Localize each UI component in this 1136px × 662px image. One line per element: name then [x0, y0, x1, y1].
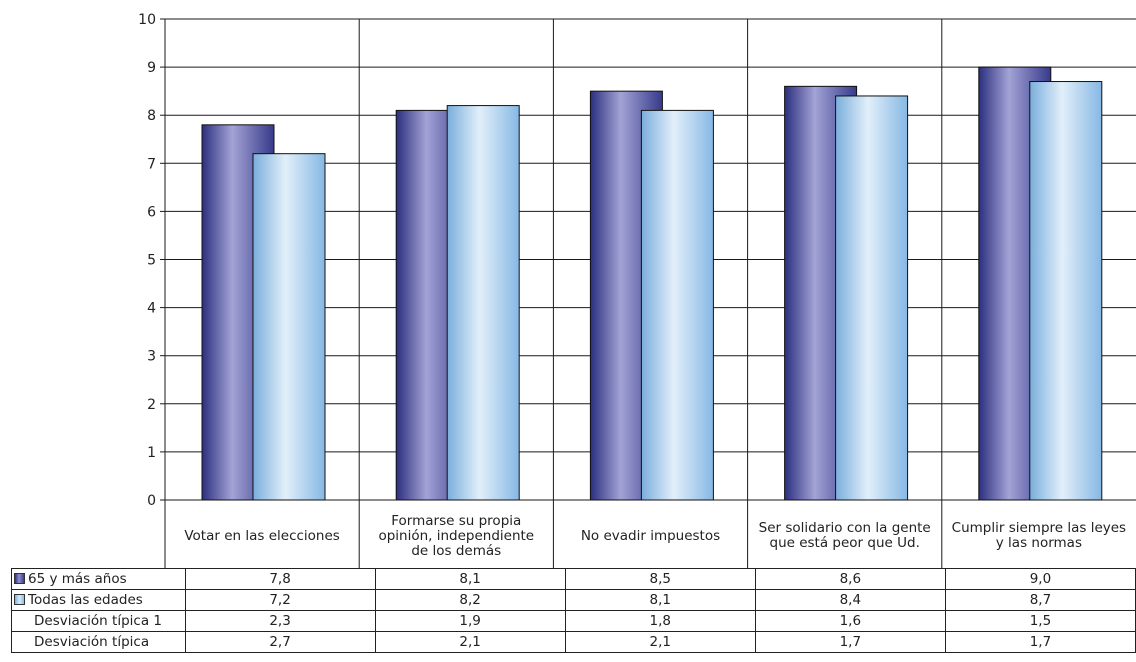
x-category-label: Cumplir siempre las leyes y las normas [944, 505, 1134, 567]
table-row: Desviación típica 1 2,3 1,9 1,8 1,6 1,5 [11, 610, 1136, 632]
table-cell: 1,7 [944, 631, 1136, 653]
y-tick-label: 1 [147, 445, 156, 461]
table-cell: 1,5 [944, 610, 1136, 632]
table-row: Todas las edades 7,2 8,2 8,1 8,4 8,7 [11, 589, 1136, 611]
data-table: 65 y más años 7,8 8,1 8,5 8,6 9,0 Todas las ed… [11, 568, 1136, 653]
category-label-line: Cumplir siempre las leyes [951, 520, 1127, 536]
y-tick-label: 7 [147, 156, 156, 172]
category-label-line: y las normas [995, 535, 1082, 551]
bar-series-2 [446, 105, 520, 501]
table-cell: 2,1 [374, 631, 566, 653]
table-cell: 8,4 [754, 589, 946, 611]
row-header: Desviación típica [11, 631, 186, 653]
table-cell: 7,2 [184, 589, 376, 611]
x-category-label: Votar en las elecciones [167, 505, 357, 567]
y-tick-label: 9 [147, 60, 156, 76]
x-category-label: Ser solidario con la gente que está peor … [750, 505, 940, 567]
table-cell: 2,1 [564, 631, 756, 653]
row-header: 65 y más años [11, 568, 186, 590]
x-category-label: No evadir impuestos [555, 505, 745, 567]
series-name: Desviación típica 1 [34, 613, 162, 629]
row-header: Todas las edades [11, 589, 186, 611]
legend-swatch [14, 573, 25, 584]
series-name: Desviación típica [34, 634, 150, 650]
table-cell: 2,7 [184, 631, 376, 653]
table-cell: 8,5 [564, 568, 756, 590]
table-cell: 8,1 [374, 568, 566, 590]
y-tick-label: 0 [147, 493, 156, 509]
y-tick-label: 5 [147, 253, 156, 269]
table-cell: 8,1 [564, 589, 756, 611]
category-label-line: de los demás [411, 542, 502, 559]
y-tick-label: 3 [147, 349, 156, 365]
table-cell: 8,7 [944, 589, 1136, 611]
series-name: Todas las edades [28, 592, 143, 608]
bar-series-2 [1029, 81, 1103, 501]
bar-series-2 [640, 109, 714, 501]
table-cell: 2,3 [184, 610, 376, 632]
series-name: 65 y más años [28, 571, 127, 587]
table-row: Desviación típica 2,7 2,1 2,1 1,7 1,7 [11, 631, 1136, 653]
y-tick-label: 4 [147, 301, 156, 317]
bar-series-2 [835, 95, 909, 501]
y-axis: 0 1 2 3 4 5 6 7 8 9 10 [138, 12, 166, 568]
table-cell: 9,0 [944, 568, 1136, 590]
category-label-line: Formarse su propia [391, 512, 522, 529]
y-tick-label: 6 [147, 204, 156, 220]
category-label-line: No evadir impuestos [580, 527, 721, 544]
table-row: 65 y más años 7,8 8,1 8,5 8,6 9,0 [11, 568, 1136, 590]
y-tick-label: 10 [138, 12, 156, 28]
row-header: Desviación típica 1 [11, 610, 186, 632]
category-label-line: que está peor que Ud. [769, 535, 920, 551]
table-cell: 1,7 [754, 631, 946, 653]
category-label-line: Ser solidario con la gente [758, 520, 931, 536]
table-cell: 1,9 [374, 610, 566, 632]
category-label-line: Votar en las elecciones [184, 527, 340, 544]
table-cell: 7,8 [184, 568, 376, 590]
category-label-line: opinión, independiente [378, 527, 535, 544]
legend-swatch [14, 594, 25, 605]
y-tick-label: 8 [147, 108, 156, 124]
table-cell: 1,6 [754, 610, 946, 632]
bar-series-2 [252, 153, 326, 501]
table-cell: 8,2 [374, 589, 566, 611]
y-tick-label: 2 [147, 397, 156, 413]
x-category-label: Formarse su propia opinión, independiente… [361, 505, 551, 567]
bars [201, 66, 1103, 501]
table-cell: 8,6 [754, 568, 946, 590]
table-cell: 1,8 [564, 610, 756, 632]
